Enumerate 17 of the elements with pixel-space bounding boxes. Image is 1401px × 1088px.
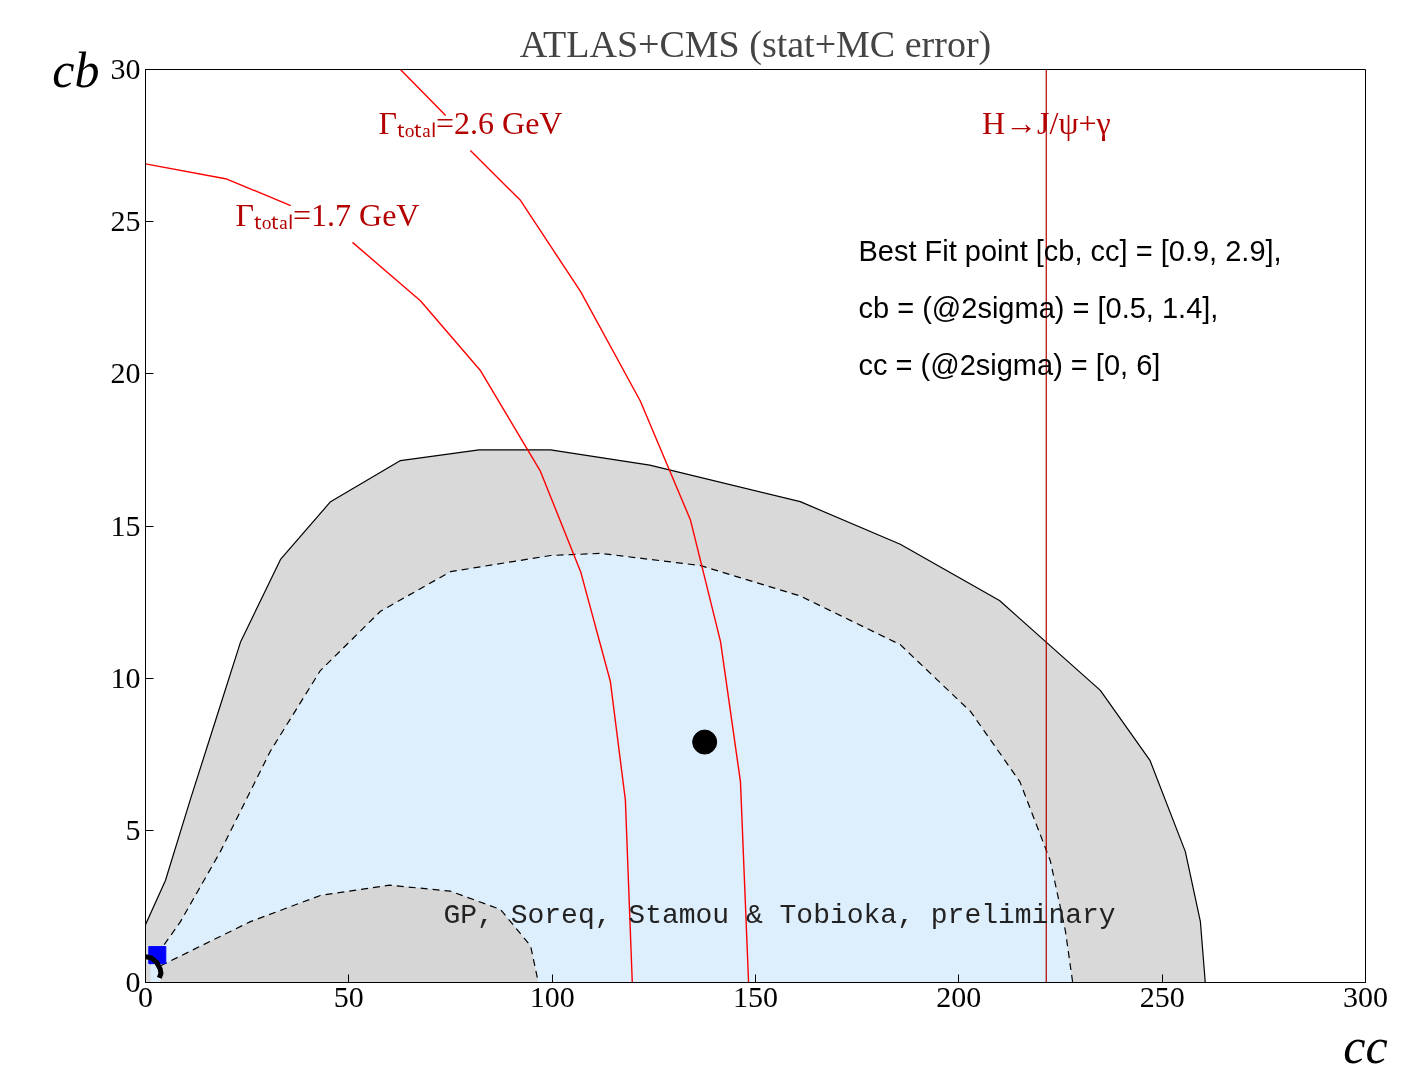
y-tick-label: 25 [110,204,141,238]
x-tick-label: 300 [1343,979,1388,1013]
y-tick-label: 5 [125,812,141,846]
chart-title: ATLAS+CMS (stat+MC error) [519,22,992,66]
x-tick-label: 150 [733,979,778,1013]
y-axis-title: cb [52,41,100,98]
x-tick-label: 100 [529,979,575,1013]
y-tick-label: 30 [110,52,141,85]
x-tick-label: 50 [333,979,364,1013]
annotation: Γₜₒₜₐₗ=1.7 GeV [235,196,420,233]
annotation: Γₜₒₜₐₗ=2.6 GeV [378,104,563,141]
x-tick-label: 250 [1139,979,1185,1013]
y-tick-label: 10 [110,660,141,694]
x-axis-title: cc [1343,1017,1388,1074]
x-tick-label: 200 [936,979,982,1013]
y-tick-label: 15 [110,508,141,542]
y-tick-label: 20 [110,356,141,390]
